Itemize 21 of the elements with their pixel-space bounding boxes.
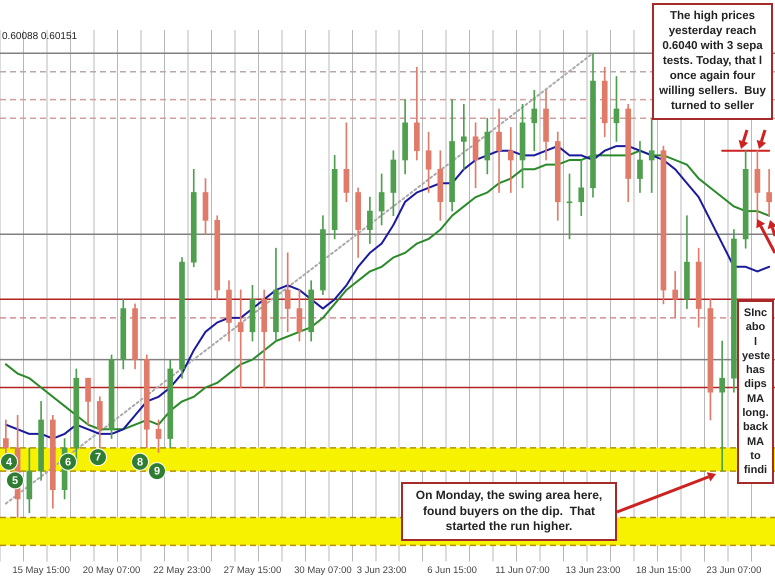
x-tick-label: 27 May 15:00: [224, 564, 282, 576]
annotation: 6: [64, 456, 72, 468]
x-tick-label: 18 Jun 15:00: [636, 564, 691, 576]
x-tick-label: 3 Jun 23:00: [356, 564, 406, 576]
x-tick-label: 23 Jun 07:00: [706, 564, 762, 576]
text: 0.60088 0.60151: [2, 30, 78, 43]
text: SInc abo l yeste has dips MA long. back MA to findi: [742, 307, 770, 476]
annotation: 5: [12, 474, 18, 487]
annotation: The high prices yesterday reach 0.6040 with 3 sepa tests. Today, that l once again four willing sellers. Buy turned to seller: [652, 3, 773, 120]
x-tick-label: 30 May 07:00: [294, 564, 352, 576]
x-tick-label: 6 Jun 15:00: [427, 564, 477, 576]
annotation: 7: [94, 452, 102, 464]
annotation: 4: [6, 456, 13, 468]
annotation: On Monday, the swing area here, found buyers on the dip. That started the run higher.: [401, 482, 617, 541]
x-tick-label: 13 Jun 23:00: [566, 564, 620, 576]
annotation: 8: [136, 456, 144, 468]
annotation: 9: [154, 466, 160, 478]
x-tick-label: 22 May 23:00: [153, 564, 211, 576]
x-tick-label: 11 Jun 07:00: [495, 564, 550, 576]
x-tick-label: 20 May 07:00: [82, 564, 140, 576]
x-tick-label: 15 May 15:00: [12, 564, 70, 576]
